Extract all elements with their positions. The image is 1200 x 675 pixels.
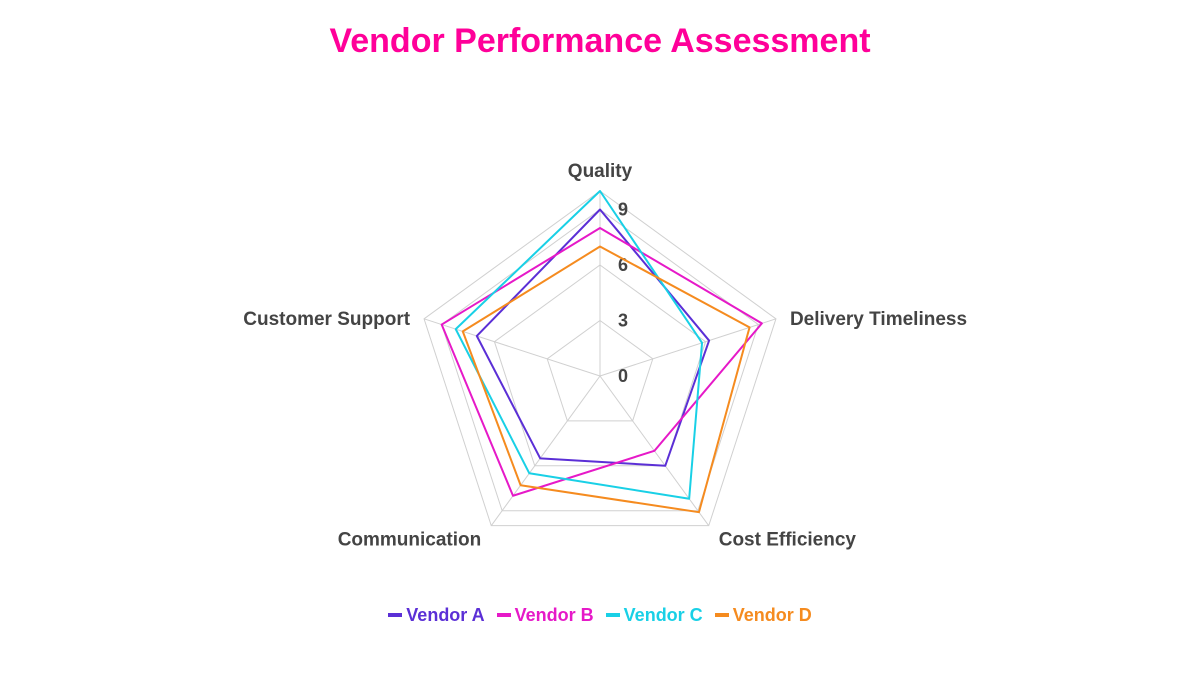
legend-item: Vendor B <box>497 605 594 626</box>
legend-label: Vendor A <box>406 605 484 626</box>
axis-label: Delivery Timeliness <box>790 309 967 330</box>
series-line <box>456 191 702 499</box>
axis-label: Quality <box>568 161 633 182</box>
legend-swatch <box>606 613 620 617</box>
legend-swatch <box>715 613 729 617</box>
axis-label: Communication <box>338 530 482 551</box>
axis-tick-label: 0 <box>618 366 628 386</box>
legend-swatch <box>388 613 402 617</box>
legend-swatch <box>497 613 511 617</box>
legend-label: Vendor C <box>624 605 703 626</box>
legend-item: Vendor D <box>715 605 812 626</box>
legend-label: Vendor D <box>733 605 812 626</box>
axis-label: Customer Support <box>243 309 410 330</box>
chart-legend: Vendor A Vendor B Vendor C Vendor D <box>0 601 1200 626</box>
legend-item: Vendor C <box>606 605 703 626</box>
legend-label: Vendor B <box>515 605 594 626</box>
axis-label: Cost Efficiency <box>719 530 857 551</box>
radar-chart: 0369QualityDelivery TimelinessCost Effic… <box>0 61 1200 601</box>
legend-item: Vendor A <box>388 605 484 626</box>
axis-tick-label: 3 <box>618 311 628 331</box>
chart-title: Vendor Performance Assessment <box>0 0 1200 61</box>
radar-chart-container: 0369QualityDelivery TimelinessCost Effic… <box>0 61 1200 601</box>
axis-tick-label: 9 <box>618 200 628 220</box>
